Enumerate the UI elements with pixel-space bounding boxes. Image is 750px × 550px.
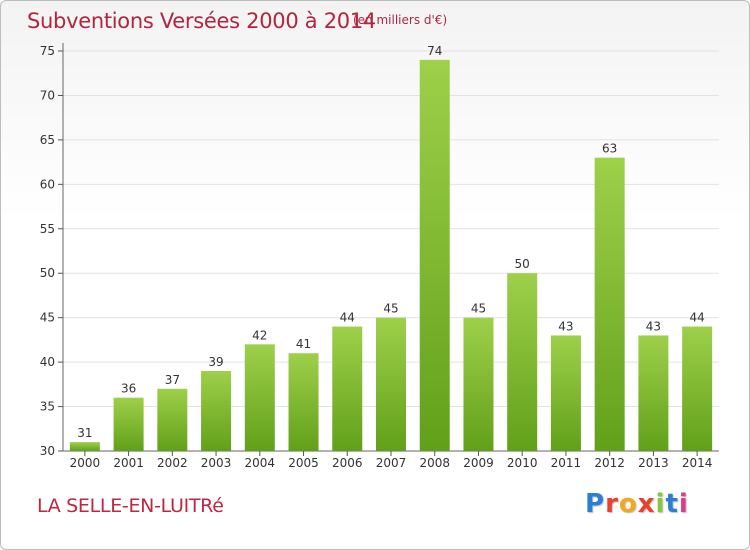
brand-logo: Proxiti [585, 489, 689, 519]
x-tick-label: 2004 [245, 456, 276, 470]
data-label: 43 [646, 319, 661, 333]
x-tick-label: 2010 [507, 456, 538, 470]
y-tick-label: 55 [40, 222, 55, 236]
bar [507, 273, 538, 451]
y-tick-label: 60 [40, 177, 55, 191]
data-label: 45 [471, 302, 486, 316]
data-labels: 31 36 37 39 42 41 44 45 74 45 50 43 63 43 44 [77, 44, 705, 440]
x-tick-label: 2007 [376, 456, 407, 470]
x-tick-label: 2013 [638, 456, 669, 470]
bar [244, 344, 275, 451]
data-label: 41 [296, 337, 311, 351]
x-tick-label: 2008 [419, 456, 450, 470]
brand-letter: P [585, 489, 606, 519]
data-label: 50 [515, 257, 530, 271]
data-label: 42 [252, 328, 267, 342]
data-label: 37 [165, 373, 180, 387]
bar [201, 371, 232, 451]
data-label: 44 [340, 311, 355, 325]
y-tick-label: 65 [40, 133, 55, 147]
brand-letter: t [665, 489, 679, 519]
bars [69, 59, 713, 452]
y-tick-label: 35 [40, 400, 55, 414]
x-tick-label: 2011 [551, 456, 582, 470]
y-tick-label: 30 [40, 444, 55, 458]
x-tick-label: 2003 [201, 456, 232, 470]
bar [682, 326, 713, 451]
data-label: 45 [383, 302, 398, 316]
x-tick-label: 2006 [332, 456, 363, 470]
bar [288, 353, 319, 451]
bar [376, 317, 406, 451]
data-label: 44 [689, 311, 704, 325]
bar [594, 157, 625, 451]
bar [157, 388, 188, 451]
x-tick-label: 2014 [682, 456, 713, 470]
x-axis-ticks: 2000 2001 2002 2003 2004 2005 2006 2007 2008 2009… [70, 451, 713, 470]
x-tick-label: 2001 [113, 456, 144, 470]
brand-letter: i [655, 489, 666, 519]
bar [69, 442, 100, 451]
data-label: 39 [208, 355, 223, 369]
x-tick-label: 2005 [288, 456, 319, 470]
data-label: 63 [602, 142, 617, 156]
data-label: 43 [558, 319, 573, 333]
y-axis-ticks: 30 35 40 45 50 55 60 65 70 75 [40, 44, 63, 458]
bar [463, 317, 494, 451]
bar [332, 326, 363, 451]
commune-name: LA SELLE-EN-LUITRé [37, 495, 224, 517]
bar [419, 59, 450, 452]
x-tick-label: 2002 [157, 456, 188, 470]
unit-note: (en milliers d'€) [353, 13, 448, 27]
y-tick-label: 75 [40, 44, 55, 58]
brand-letter: r [605, 489, 619, 519]
y-tick-label: 70 [40, 88, 55, 102]
brand-letter: x [637, 489, 656, 519]
bar [550, 335, 581, 451]
y-tick-label: 50 [40, 266, 55, 280]
data-label: 36 [121, 382, 136, 396]
x-tick-label: 2000 [70, 456, 101, 470]
chart-title: Subventions Versées 2000 à 2014 [27, 9, 376, 33]
y-tick-label: 40 [40, 355, 55, 369]
x-tick-label: 2012 [594, 456, 625, 470]
bar [638, 335, 669, 451]
y-tick-label: 45 [40, 311, 55, 325]
data-label: 74 [427, 44, 442, 58]
bar [113, 397, 144, 451]
data-label: 31 [77, 426, 92, 440]
x-tick-label: 2009 [463, 456, 494, 470]
brand-letter: i [678, 489, 689, 519]
brand-letter: o [618, 489, 638, 519]
